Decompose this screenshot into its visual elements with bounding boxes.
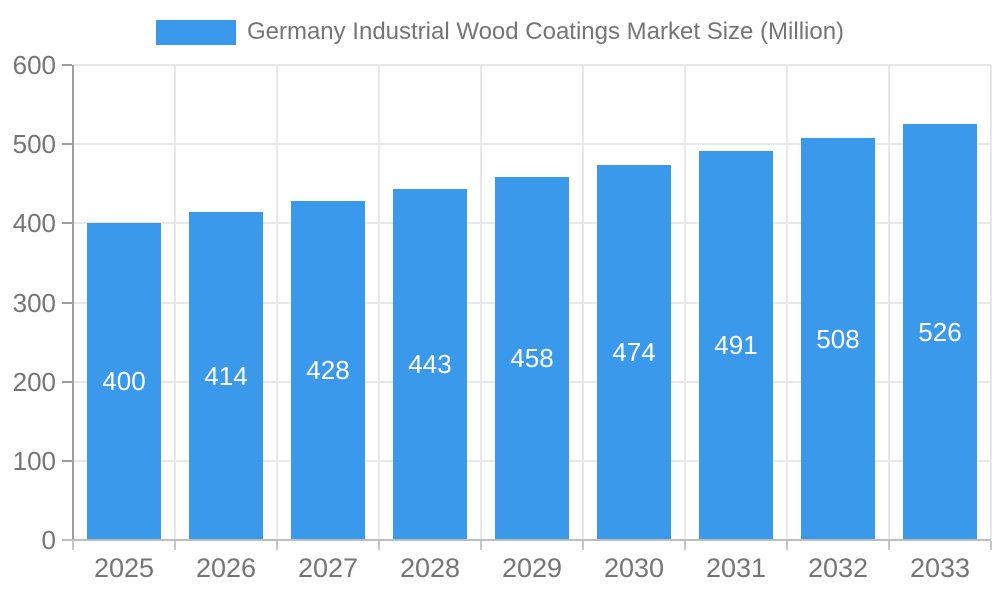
x-axis-tick	[378, 541, 380, 550]
x-axis-label: 2026	[195, 553, 257, 583]
y-axis-line	[72, 65, 74, 540]
bar-2032[interactable]	[801, 138, 875, 539]
y-axis-label: 300	[12, 288, 56, 318]
x-axis-label: 2032	[807, 553, 869, 583]
bar-2028[interactable]	[393, 189, 467, 539]
legend-item[interactable]: Germany Industrial Wood Coatings Market …	[155, 17, 845, 47]
x-gridline	[990, 65, 992, 540]
x-axis-line	[62, 539, 991, 541]
x-axis-tick	[888, 541, 890, 550]
x-gridline	[276, 65, 278, 540]
x-gridline	[888, 65, 890, 540]
bar-2030[interactable]	[597, 165, 671, 539]
bar-2029[interactable]	[495, 177, 569, 539]
y-gridline	[73, 64, 991, 66]
x-gridline	[480, 65, 482, 540]
x-gridline	[582, 65, 584, 540]
bar-2033[interactable]	[903, 124, 977, 539]
x-gridline	[786, 65, 788, 540]
bar-2026[interactable]	[189, 212, 263, 539]
bar-value-label: 474	[612, 337, 656, 367]
x-axis-tick	[174, 541, 176, 550]
x-axis-label: 2025	[93, 553, 155, 583]
legend: Germany Industrial Wood Coatings Market …	[0, 17, 1000, 47]
x-axis-label: 2031	[705, 553, 767, 583]
y-axis-label: 0	[41, 525, 56, 555]
y-axis-label: 500	[12, 129, 56, 159]
x-gridline	[174, 65, 176, 540]
y-axis-tick	[62, 381, 72, 383]
bar-2031[interactable]	[699, 151, 773, 539]
x-axis-tick	[684, 541, 686, 550]
bar-2025[interactable]	[87, 223, 161, 539]
y-gridline	[73, 143, 991, 145]
bar-value-label: 491	[714, 330, 758, 360]
x-gridline	[684, 65, 686, 540]
y-axis-tick	[62, 64, 72, 66]
x-axis-label: 2027	[297, 553, 359, 583]
bar-value-label: 508	[816, 324, 860, 354]
x-axis-tick	[990, 541, 992, 550]
y-axis-tick	[62, 143, 72, 145]
x-axis-label: 2029	[501, 553, 563, 583]
y-axis-label: 600	[12, 50, 56, 80]
legend-label: Germany Industrial Wood Coatings Market …	[246, 18, 845, 45]
x-axis-tick	[276, 541, 278, 550]
x-axis-label: 2033	[909, 553, 971, 583]
y-axis-label: 200	[12, 367, 56, 397]
bar-value-label: 414	[204, 361, 248, 391]
x-gridline	[378, 65, 380, 540]
x-axis-tick	[786, 541, 788, 550]
y-axis-tick	[62, 222, 72, 224]
bar-value-label: 443	[408, 349, 452, 379]
legend-swatch-icon	[155, 19, 236, 45]
y-axis-tick	[62, 302, 72, 304]
bar-value-label: 428	[306, 355, 350, 385]
y-axis-label: 400	[12, 208, 56, 238]
x-axis-tick	[582, 541, 584, 550]
x-axis-tick	[72, 541, 74, 550]
x-axis-label: 2028	[399, 553, 461, 583]
bar-2027[interactable]	[291, 201, 365, 539]
y-axis-tick	[62, 460, 72, 462]
x-axis-tick	[480, 541, 482, 550]
bar-value-label: 526	[918, 317, 962, 347]
bar-value-label: 458	[510, 343, 554, 373]
y-axis-label: 100	[12, 446, 56, 476]
bar-value-label: 400	[102, 366, 146, 396]
x-axis-label: 2030	[603, 553, 665, 583]
